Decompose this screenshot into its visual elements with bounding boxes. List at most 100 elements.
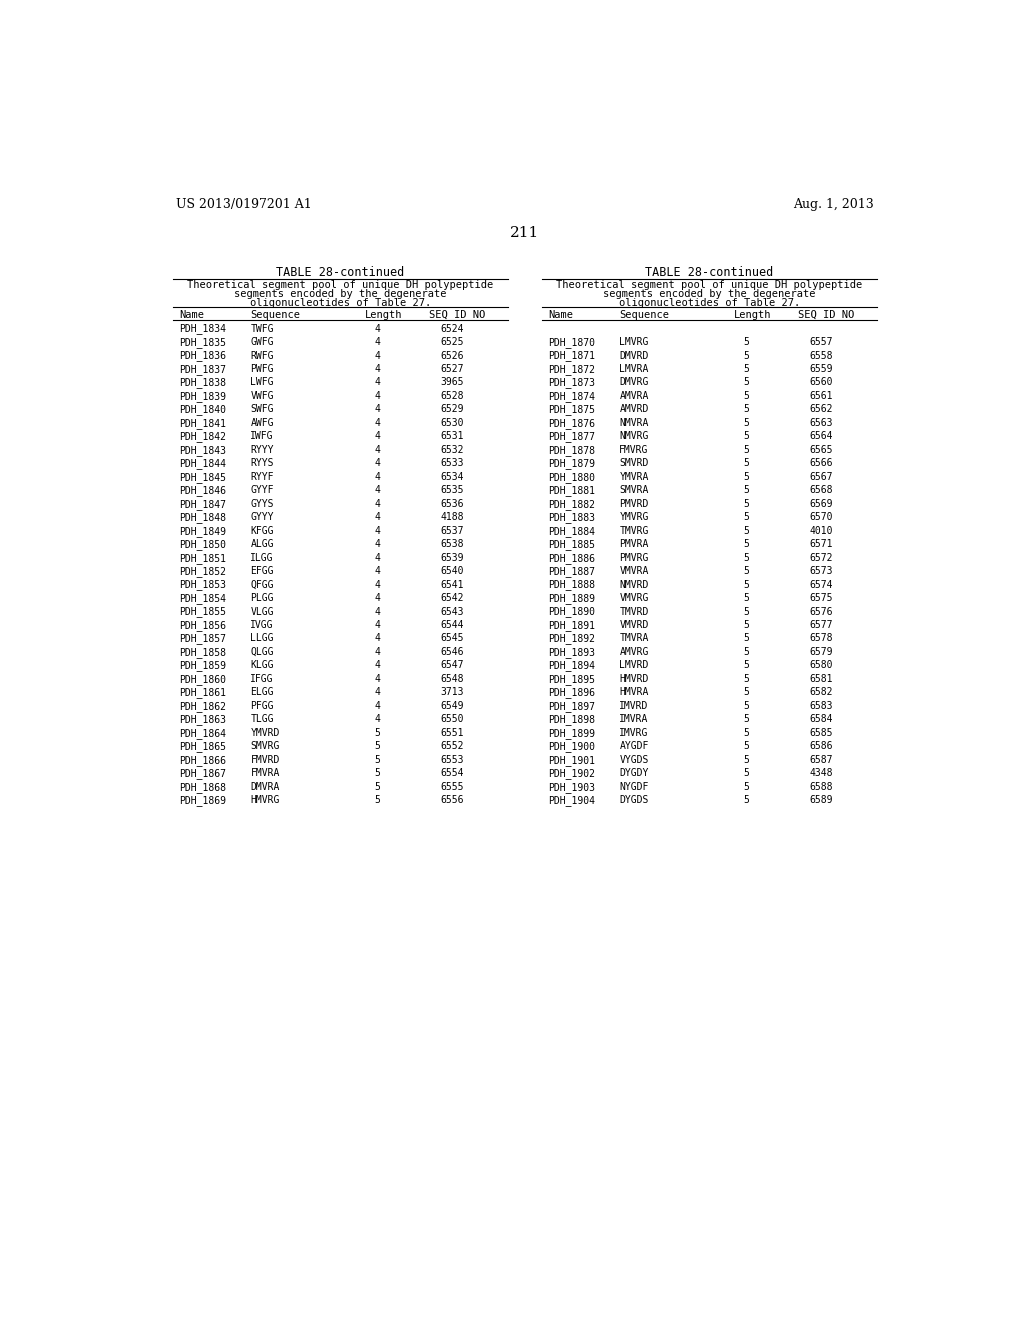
Text: Sequence: Sequence [620, 310, 670, 319]
Text: IWFG: IWFG [251, 432, 274, 441]
Text: PDH_1876: PDH_1876 [548, 418, 595, 429]
Text: PDH_1874: PDH_1874 [548, 391, 595, 401]
Text: PDH_1835: PDH_1835 [179, 337, 226, 348]
Text: PDH_1842: PDH_1842 [179, 432, 226, 442]
Text: 6586: 6586 [809, 742, 833, 751]
Text: PDH_1869: PDH_1869 [179, 795, 226, 807]
Text: PDH_1899: PDH_1899 [548, 727, 595, 739]
Text: PDH_1893: PDH_1893 [548, 647, 595, 657]
Text: 6532: 6532 [440, 445, 464, 455]
Text: PDH_1861: PDH_1861 [179, 688, 226, 698]
Text: NYGDF: NYGDF [620, 781, 649, 792]
Text: 4: 4 [375, 351, 381, 360]
Text: PDH_1878: PDH_1878 [548, 445, 595, 455]
Text: TMVRD: TMVRD [620, 607, 649, 616]
Text: 3713: 3713 [440, 688, 464, 697]
Text: 5: 5 [743, 755, 750, 764]
Text: PDH_1886: PDH_1886 [548, 553, 595, 564]
Text: SEQ ID NO: SEQ ID NO [429, 310, 485, 319]
Text: 6526: 6526 [440, 351, 464, 360]
Text: 4: 4 [375, 499, 381, 508]
Text: 5: 5 [743, 647, 750, 657]
Text: FMVRD: FMVRD [251, 755, 280, 764]
Text: PDH_1847: PDH_1847 [179, 499, 226, 510]
Text: 5: 5 [743, 553, 750, 562]
Text: Theoretical segment pool of unique DH polypeptide: Theoretical segment pool of unique DH po… [187, 280, 494, 290]
Text: VWFG: VWFG [251, 391, 274, 401]
Text: 6530: 6530 [440, 418, 464, 428]
Text: 5: 5 [743, 337, 750, 347]
Text: YMVRD: YMVRD [251, 727, 280, 738]
Text: GYYY: GYYY [251, 512, 274, 523]
Text: 6531: 6531 [440, 432, 464, 441]
Text: 3965: 3965 [440, 378, 464, 388]
Text: 4: 4 [375, 688, 381, 697]
Text: 5: 5 [375, 768, 381, 779]
Text: SWFG: SWFG [251, 404, 274, 414]
Text: PDH_1903: PDH_1903 [548, 781, 595, 792]
Text: 5: 5 [743, 768, 750, 779]
Text: 6536: 6536 [440, 499, 464, 508]
Text: 4: 4 [375, 660, 381, 671]
Text: 6573: 6573 [809, 566, 833, 576]
Text: LMVRD: LMVRD [620, 660, 649, 671]
Text: 4: 4 [375, 701, 381, 711]
Text: YMVRG: YMVRG [620, 512, 649, 523]
Text: PDH_1862: PDH_1862 [179, 701, 226, 711]
Text: 6551: 6551 [440, 727, 464, 738]
Text: 6567: 6567 [809, 471, 833, 482]
Text: DYGDY: DYGDY [620, 768, 649, 779]
Text: ILGG: ILGG [251, 553, 274, 562]
Text: 6539: 6539 [440, 553, 464, 562]
Text: 4: 4 [375, 486, 381, 495]
Text: DMVRG: DMVRG [620, 378, 649, 388]
Text: 6585: 6585 [809, 727, 833, 738]
Text: PDH_1883: PDH_1883 [548, 512, 595, 523]
Text: 6558: 6558 [809, 351, 833, 360]
Text: PFGG: PFGG [251, 701, 274, 711]
Text: 6555: 6555 [440, 781, 464, 792]
Text: 6529: 6529 [440, 404, 464, 414]
Text: HMVRG: HMVRG [251, 795, 280, 805]
Text: 5: 5 [743, 378, 750, 388]
Text: QLGG: QLGG [251, 647, 274, 657]
Text: 5: 5 [743, 512, 750, 523]
Text: SMVRG: SMVRG [251, 742, 280, 751]
Text: 6541: 6541 [440, 579, 464, 590]
Text: 6559: 6559 [809, 364, 833, 374]
Text: TABLE 28-continued: TABLE 28-continued [276, 267, 404, 280]
Text: 4: 4 [375, 539, 381, 549]
Text: 5: 5 [743, 742, 750, 751]
Text: IVGG: IVGG [251, 620, 274, 630]
Text: 6560: 6560 [809, 378, 833, 388]
Text: 6582: 6582 [809, 688, 833, 697]
Text: PDH_1898: PDH_1898 [548, 714, 595, 725]
Text: PDH_1884: PDH_1884 [548, 525, 595, 537]
Text: DYGDS: DYGDS [620, 795, 649, 805]
Text: oligonucleotides of Table 27.: oligonucleotides of Table 27. [250, 298, 431, 308]
Text: AYGDF: AYGDF [620, 742, 649, 751]
Text: 6553: 6553 [440, 755, 464, 764]
Text: VMVRG: VMVRG [620, 593, 649, 603]
Text: 5: 5 [743, 579, 750, 590]
Text: 6525: 6525 [440, 337, 464, 347]
Text: 6524: 6524 [440, 323, 464, 334]
Text: 6554: 6554 [440, 768, 464, 779]
Text: 5: 5 [743, 675, 750, 684]
Text: PDH_1900: PDH_1900 [548, 742, 595, 752]
Text: 6561: 6561 [809, 391, 833, 401]
Text: PDH_1902: PDH_1902 [548, 768, 595, 779]
Text: VYGDS: VYGDS [620, 755, 649, 764]
Text: 4: 4 [375, 471, 381, 482]
Text: 5: 5 [743, 660, 750, 671]
Text: ALGG: ALGG [251, 539, 274, 549]
Text: DMVRD: DMVRD [620, 351, 649, 360]
Text: 4: 4 [375, 323, 381, 334]
Text: 211: 211 [510, 226, 540, 240]
Text: 6540: 6540 [440, 566, 464, 576]
Text: 6562: 6562 [809, 404, 833, 414]
Text: PDH_1892: PDH_1892 [548, 634, 595, 644]
Text: 6557: 6557 [809, 337, 833, 347]
Text: 5: 5 [743, 471, 750, 482]
Text: VMVRD: VMVRD [620, 620, 649, 630]
